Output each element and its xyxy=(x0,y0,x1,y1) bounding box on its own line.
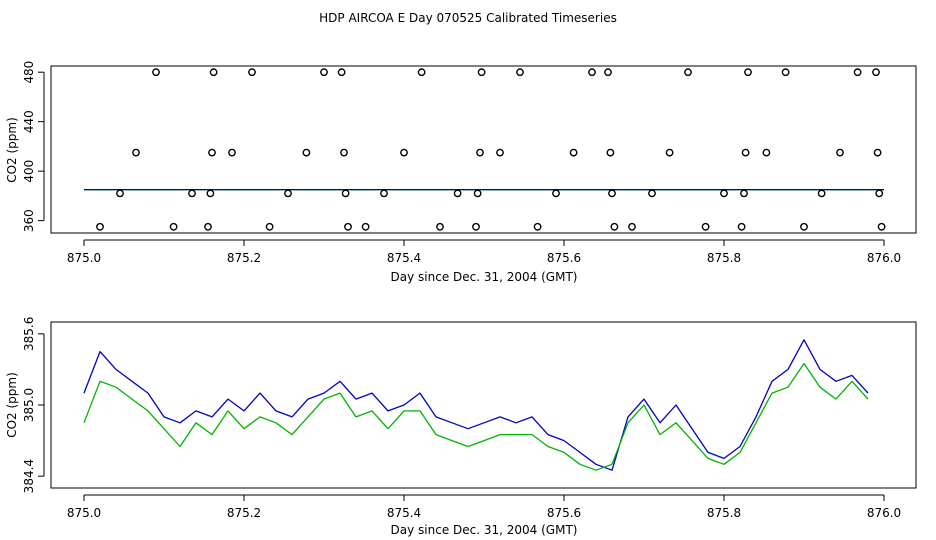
scatter-point xyxy=(476,148,484,157)
scatter-point xyxy=(228,148,236,157)
scatter-point xyxy=(665,148,674,157)
x-ticks: 875.0 875.2 875.4 875.6 875.8 876.0 xyxy=(67,494,901,520)
series-lines xyxy=(83,339,869,471)
scatter-point xyxy=(781,68,790,77)
scatter-point xyxy=(628,222,636,231)
scatter-point xyxy=(604,68,612,77)
scatter-point xyxy=(552,189,560,198)
scatter-point xyxy=(188,189,196,198)
x-tick-label: 876.0 xyxy=(867,506,901,520)
x-tick-label: 875.8 xyxy=(707,251,741,265)
scatter-point xyxy=(648,189,656,198)
scatter-point xyxy=(853,68,862,77)
scatter-point xyxy=(380,189,388,198)
x-ticks: 875.0 875.2 875.4 875.6 875.8 876.0 xyxy=(67,239,901,265)
scatter-point xyxy=(436,222,444,231)
scatter-point xyxy=(284,189,292,198)
scatter-point xyxy=(472,222,480,231)
top-scatter-panel: Day since Dec. 31, 2004 (GMT) CO2 (ppm) … xyxy=(5,61,917,284)
y-tick-label: 385.6 xyxy=(22,317,36,351)
series-line-green xyxy=(83,362,869,471)
x-tick-label: 875.2 xyxy=(227,506,261,520)
scatter-point xyxy=(208,148,216,157)
scatter-point xyxy=(96,222,104,231)
y-ticks: 360 400 440 480 xyxy=(22,61,45,232)
scatter-point xyxy=(400,148,408,157)
scatter-point xyxy=(720,189,728,198)
scatter-point xyxy=(877,222,886,231)
scatter-points xyxy=(96,68,886,231)
scatter-point xyxy=(340,148,348,157)
y-ticks: 384.4 385.0 385.6 xyxy=(22,317,45,493)
y-axis-label: CO2 (ppm) xyxy=(5,117,19,183)
bottom-line-panel: Day since Dec. 31, 2004 (GMT) CO2 (ppm) … xyxy=(5,317,917,537)
y-axis-label: CO2 (ppm) xyxy=(5,372,19,438)
scatter-point xyxy=(204,222,212,231)
x-tick-label: 875.0 xyxy=(67,251,101,265)
scatter-point xyxy=(116,189,124,198)
scatter-point xyxy=(740,189,748,198)
x-axis-label: Day since Dec. 31, 2004 (GMT) xyxy=(391,523,578,537)
scatter-point xyxy=(206,189,215,198)
x-tick-label: 875.8 xyxy=(707,506,741,520)
x-tick-label: 875.0 xyxy=(67,506,101,520)
scatter-point xyxy=(762,148,771,157)
scatter-point xyxy=(169,222,178,231)
scatter-point xyxy=(248,68,256,77)
scatter-point xyxy=(361,222,370,231)
y-tick-label: 384.4 xyxy=(22,459,36,493)
scatter-point xyxy=(836,148,844,157)
scatter-point xyxy=(302,148,311,157)
scatter-point xyxy=(872,68,880,77)
scatter-point xyxy=(817,189,826,198)
scatter-point xyxy=(701,222,710,231)
scatter-point xyxy=(606,148,615,157)
y-tick-label: 480 xyxy=(22,61,36,84)
scatter-point xyxy=(684,68,692,77)
scatter-point xyxy=(320,68,328,77)
scatter-point xyxy=(873,148,882,157)
scatter-point xyxy=(344,222,352,231)
x-tick-label: 875.6 xyxy=(547,506,581,520)
y-tick-label: 385.0 xyxy=(22,388,36,422)
x-tick-label: 875.2 xyxy=(227,251,261,265)
y-tick-label: 360 xyxy=(22,209,36,232)
scatter-point xyxy=(496,148,504,157)
series-line-blue xyxy=(83,339,869,471)
scatter-point xyxy=(341,189,350,198)
scatter-point xyxy=(800,222,808,231)
scatter-point xyxy=(737,222,746,231)
scatter-point xyxy=(875,189,884,198)
scatter-point xyxy=(132,148,140,157)
y-tick-label: 440 xyxy=(22,110,36,133)
plot-frame xyxy=(50,65,917,234)
scatter-point xyxy=(588,68,596,77)
x-tick-label: 875.6 xyxy=(547,251,581,265)
scatter-point xyxy=(477,68,486,77)
scatter-point xyxy=(608,189,616,198)
scatter-point xyxy=(533,222,542,231)
scatter-point xyxy=(741,148,750,157)
scatter-point xyxy=(610,222,619,231)
scatter-point xyxy=(337,68,346,77)
scatter-point xyxy=(152,68,160,77)
scatter-point xyxy=(453,189,462,198)
x-tick-label: 875.4 xyxy=(387,506,421,520)
scatter-point xyxy=(473,189,482,198)
figure-title: HDP AIRCOA E Day 070525 Calibrated Times… xyxy=(319,11,617,25)
scatter-point xyxy=(209,68,218,77)
scatter-point xyxy=(569,148,578,157)
scatter-point xyxy=(417,68,426,77)
y-tick-label: 400 xyxy=(22,160,36,183)
plot-frame xyxy=(50,321,917,489)
x-axis-label: Day since Dec. 31, 2004 (GMT) xyxy=(391,270,578,284)
scatter-point xyxy=(516,68,524,77)
x-tick-label: 876.0 xyxy=(867,251,901,265)
x-tick-label: 875.4 xyxy=(387,251,421,265)
scatter-point xyxy=(265,222,274,231)
scatter-point xyxy=(744,68,752,77)
